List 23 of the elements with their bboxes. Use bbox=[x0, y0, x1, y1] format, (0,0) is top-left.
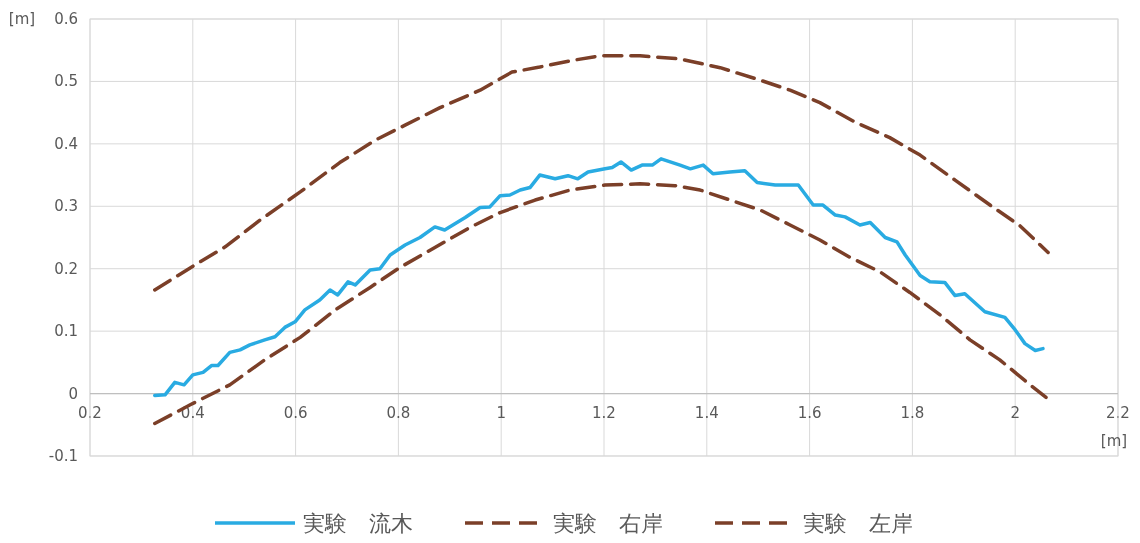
y-tick-label: 0.6 bbox=[54, 10, 78, 28]
x-tick-label: 1.4 bbox=[694, 403, 719, 422]
x-tick-label: 2 bbox=[1010, 403, 1020, 422]
x-tick-label: 1.2 bbox=[592, 403, 616, 422]
y-tick-label: 0.1 bbox=[54, 322, 78, 341]
y-tick-label: 0.4 bbox=[54, 134, 78, 153]
x-axis-title: [m] bbox=[1100, 431, 1128, 450]
y-axis-title: [m] bbox=[8, 10, 36, 28]
y-tick-label: 0.2 bbox=[54, 259, 78, 278]
y-tick-label: 0 bbox=[68, 384, 78, 403]
legend-label: 実験 右岸 bbox=[553, 511, 663, 536]
y-tick-label: 0.3 bbox=[54, 197, 78, 216]
x-tick-label: 0.2 bbox=[78, 403, 102, 422]
x-tick-label: 1.6 bbox=[797, 403, 822, 422]
y-tick-label: 0.5 bbox=[54, 72, 78, 91]
x-tick-label: 2.2 bbox=[1106, 403, 1130, 422]
y-tick-label: -0.1 bbox=[48, 447, 78, 465]
x-tick-label: 0.6 bbox=[283, 403, 308, 422]
x-tick-label: 1 bbox=[496, 403, 506, 422]
x-tick-label: 1.8 bbox=[900, 403, 925, 422]
legend-label: 実験 左岸 bbox=[803, 511, 913, 536]
x-tick-label: 0.8 bbox=[386, 403, 411, 422]
legend-label: 実験 流木 bbox=[303, 511, 413, 536]
